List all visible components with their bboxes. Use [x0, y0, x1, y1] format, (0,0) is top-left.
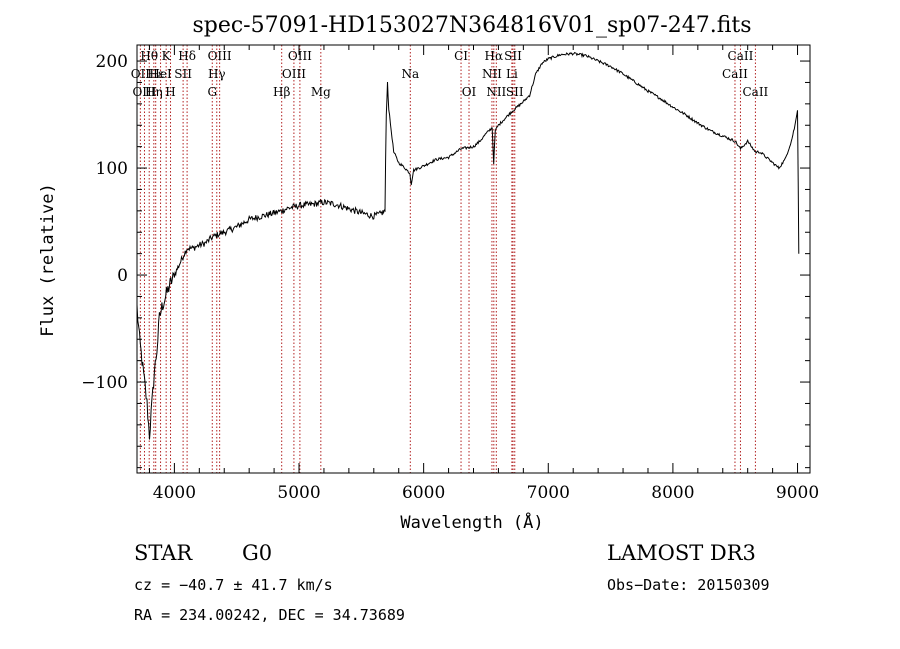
spectral-line-label: OIII	[208, 49, 232, 63]
x-tick-label: 4000	[153, 483, 196, 503]
spectral-line-label: Hα	[485, 49, 504, 63]
spectral-line-label: Hη	[145, 85, 163, 99]
spectral-line-label: CaII	[742, 85, 768, 99]
x-tick-label: 7000	[527, 483, 570, 503]
spectral-line-label: SII	[174, 67, 192, 81]
spectral-line-label: OII	[131, 67, 151, 81]
spectral-line-label: NII	[482, 67, 502, 81]
spectral-line-label: CaII	[728, 49, 754, 63]
chart-title: spec-57091-HD153027N364816V01_sp07-247.f…	[192, 13, 751, 38]
x-tick-label: 9000	[776, 483, 819, 503]
survey-name: LAMOST DR3	[607, 541, 756, 565]
x-axis-label: Wavelength (Å)	[400, 511, 543, 533]
spectral-line-label: OIII	[132, 85, 156, 99]
observation-date: Obs−Date: 20150309	[607, 576, 770, 594]
spectral-line-label: G	[207, 85, 217, 99]
spectral-line-label: CaII	[722, 67, 748, 81]
spectral-line-label: OIII	[282, 67, 306, 81]
spectral-line-label: K	[162, 49, 172, 63]
y-tick-label: 0	[117, 266, 128, 286]
object-subclass: G0	[242, 541, 272, 565]
emission-lines	[139, 45, 756, 473]
spectral-line-label: Li	[506, 67, 518, 81]
x-tick-label: 5000	[277, 483, 320, 503]
flux-series-line	[136, 51, 800, 440]
spectral-line-label: Na	[401, 67, 419, 81]
spectral-line-label: Hβ	[273, 85, 290, 99]
x-tick-label: 6000	[402, 483, 445, 503]
y-tick-label: −100	[81, 373, 128, 393]
plot-frame	[136, 44, 811, 474]
object-class: STAR	[134, 541, 193, 565]
spectral-line-label: CI	[454, 49, 468, 63]
spectral-line-label: Hθ	[140, 49, 158, 63]
spectral-line-label: SII	[506, 85, 524, 99]
y-axis-label: Flux (relative)	[38, 183, 58, 337]
spectral-line-label: H	[165, 85, 175, 99]
spectral-line-label: OIII	[288, 49, 312, 63]
spectral-line-label: OI	[462, 85, 477, 99]
y-tick-label: 200	[96, 52, 128, 72]
spectral-line-label: Hε	[147, 67, 164, 81]
spectral-line-label: Hγ	[208, 67, 226, 81]
spectral-line-label: Mg	[311, 85, 331, 99]
spectral-line-label: SII	[504, 49, 522, 63]
x-tick-label: 8000	[651, 483, 694, 503]
y-tick-label: 100	[96, 159, 128, 179]
x-axis: 4000 5000 6000 7000 8000 9000	[148, 45, 819, 503]
y-axis: −100 0 100 200	[81, 52, 810, 469]
redshift-cz: cz = −40.7 ± 41.7 km/s	[134, 576, 333, 594]
spectral-line-label: NII	[486, 85, 506, 99]
spectral-line-label: Hδ	[178, 49, 196, 63]
ra-dec-coordinates: RA = 234.00242, DEC = 34.73689	[134, 606, 405, 624]
spectral-line-label: HeI	[149, 67, 172, 81]
